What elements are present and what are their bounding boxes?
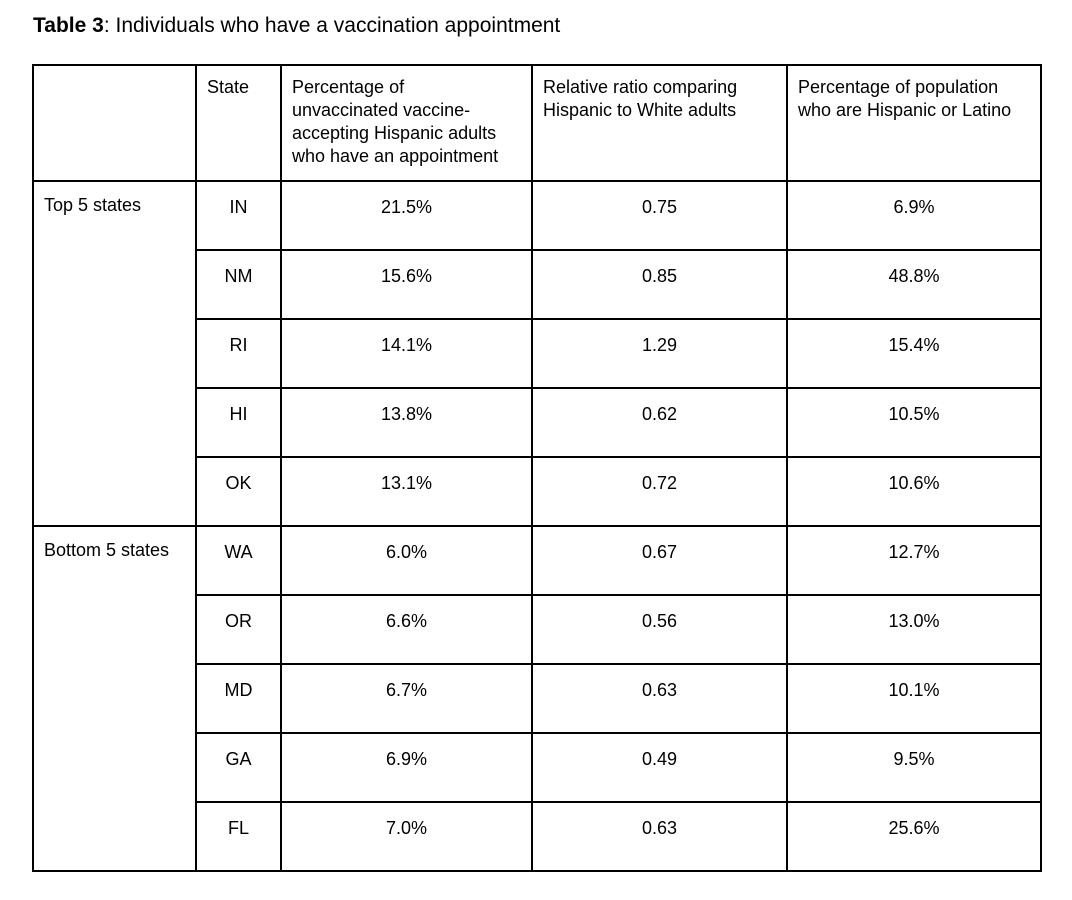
relative-ratio-cell: 0.63 (531, 663, 788, 734)
pct-hispanic-population-cell: 15.4% (786, 318, 1042, 389)
pct-hispanic-population-cell: 10.5% (786, 387, 1042, 458)
table-caption: Table 3: Individuals who have a vaccinat… (33, 13, 1072, 39)
header-row: State Percentage of unvaccinated vaccine… (32, 64, 1042, 182)
table-row-ga: GA 6.9% 0.49 9.5% (33, 732, 1042, 803)
pct-appointment-cell: 13.1% (280, 456, 533, 527)
state-cell: OR (195, 594, 282, 665)
state-cell: OK (195, 456, 282, 527)
state-cell: WA (195, 525, 282, 596)
state-cell: IN (195, 180, 282, 251)
pct-appointment-cell: 6.6% (280, 594, 533, 665)
pct-appointment-cell: 15.6% (280, 249, 533, 320)
group-label-top-5-states: Top 5 states (32, 180, 197, 527)
header-state: State (195, 64, 282, 182)
relative-ratio-cell: 0.85 (531, 249, 788, 320)
table-caption-text: : Individuals who have a vaccination app… (103, 14, 561, 37)
relative-ratio-cell: 0.72 (531, 456, 788, 527)
pct-hispanic-population-cell: 13.0% (786, 594, 1042, 665)
pct-hispanic-population-cell: 25.6% (786, 801, 1042, 872)
relative-ratio-cell: 0.63 (531, 801, 788, 872)
pct-hispanic-population-cell: 12.7% (786, 525, 1042, 596)
state-cell: FL (195, 801, 282, 872)
relative-ratio-cell: 0.75 (531, 180, 788, 251)
table-caption-number: Table 3 (33, 14, 104, 37)
header-pct-hispanic-population: Percentage of population who are Hispani… (786, 64, 1042, 182)
pct-hispanic-population-cell: 6.9% (786, 180, 1042, 251)
state-cell: NM (195, 249, 282, 320)
table-row-hi: HI 13.8% 0.62 10.5% (33, 387, 1042, 458)
data-table: State Percentage of unvaccinated vaccine… (32, 64, 1042, 872)
relative-ratio-cell: 0.67 (531, 525, 788, 596)
relative-ratio-cell: 1.29 (531, 318, 788, 389)
pct-appointment-cell: 7.0% (280, 801, 533, 872)
pct-appointment-cell: 6.7% (280, 663, 533, 734)
header-empty-cell (32, 64, 197, 182)
state-cell: GA (195, 732, 282, 803)
relative-ratio-cell: 0.62 (531, 387, 788, 458)
pct-appointment-cell: 6.0% (280, 525, 533, 596)
relative-ratio-cell: 0.56 (531, 594, 788, 665)
table-row-ri: RI 14.1% 1.29 15.4% (33, 318, 1042, 389)
pct-appointment-cell: 21.5% (280, 180, 533, 251)
pct-appointment-cell: 6.9% (280, 732, 533, 803)
table-row-md: MD 6.7% 0.63 10.1% (33, 663, 1042, 734)
state-cell: HI (195, 387, 282, 458)
table-row-fl: FL 7.0% 0.63 25.6% (33, 801, 1042, 872)
pct-appointment-cell: 13.8% (280, 387, 533, 458)
pct-appointment-cell: 14.1% (280, 318, 533, 389)
table-row-wa: Bottom 5 states WA 6.0% 0.67 12.7% (32, 525, 1042, 872)
table-row-nm: NM 15.6% 0.85 48.8% (33, 249, 1042, 320)
state-cell: RI (195, 318, 282, 389)
table-row-in: Top 5 states IN 21.5% 0.75 6.9% (32, 180, 1042, 527)
state-cell: MD (195, 663, 282, 734)
pct-hispanic-population-cell: 9.5% (786, 732, 1042, 803)
pct-hispanic-population-cell: 48.8% (786, 249, 1042, 320)
table-row-or: OR 6.6% 0.56 13.0% (33, 594, 1042, 665)
table-row-ok: OK 13.1% 0.72 10.6% (33, 456, 1042, 527)
header-relative-ratio: Relative ratio comparing Hispanic to Whi… (531, 64, 788, 182)
pct-hispanic-population-cell: 10.1% (786, 663, 1042, 734)
header-pct-appointment: Percentage of unvaccinated vaccine- acce… (280, 64, 533, 182)
group-label-bottom-5-states: Bottom 5 states (32, 525, 197, 872)
relative-ratio-cell: 0.49 (531, 732, 788, 803)
pct-hispanic-population-cell: 10.6% (786, 456, 1042, 527)
